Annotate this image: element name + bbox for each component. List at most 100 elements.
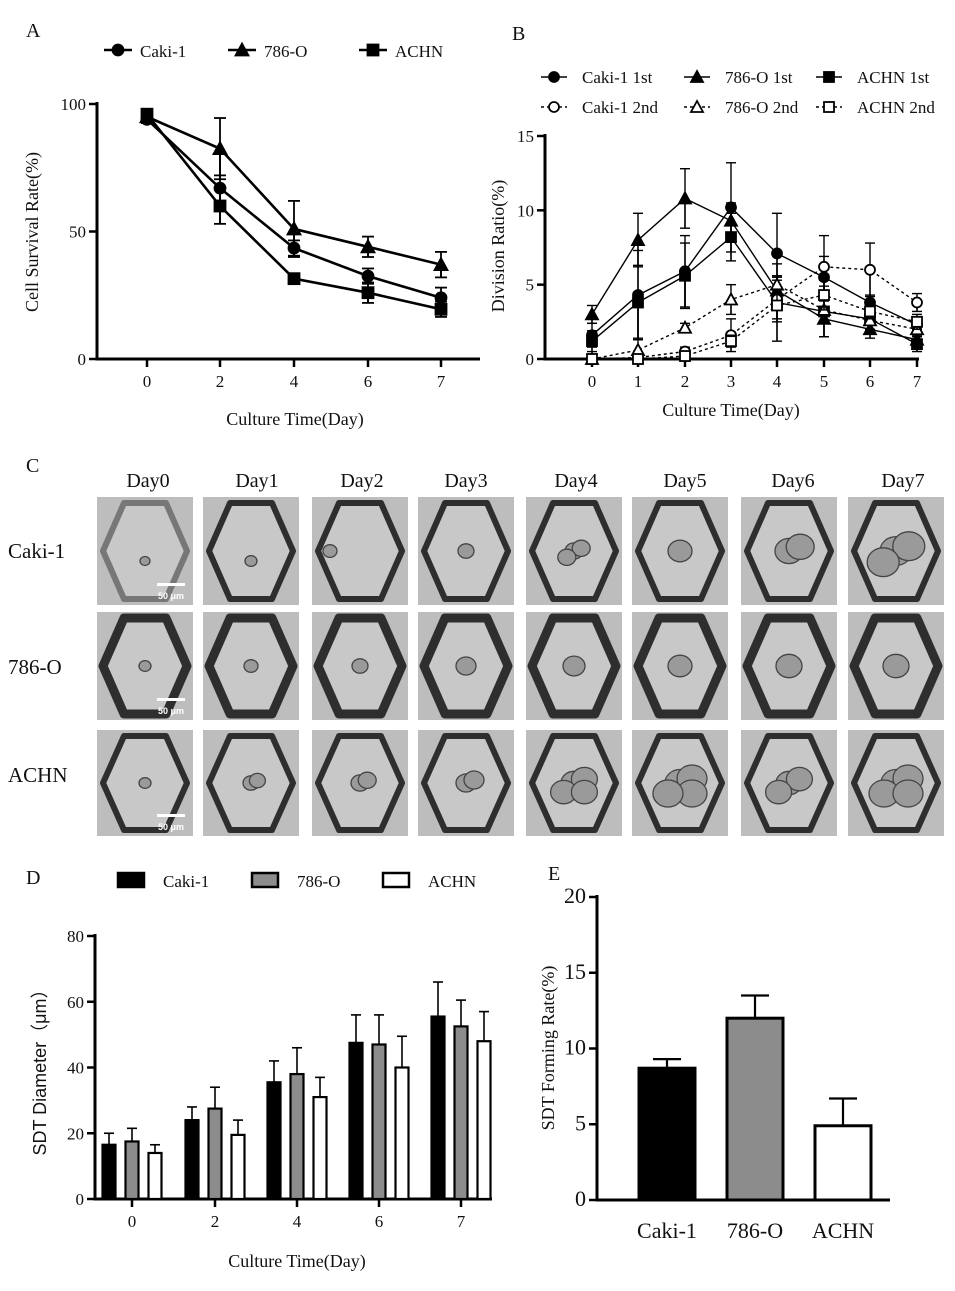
- data-point-square: [911, 338, 923, 351]
- x-tick-label: 786-O: [727, 1218, 783, 1243]
- data-point-square: [911, 315, 923, 328]
- micrograph-ACHN-Day3: [418, 730, 514, 836]
- micrograph-Caki-1-Day5: [632, 497, 728, 605]
- x-tick-label: 3: [727, 372, 736, 391]
- day-header: Day0: [126, 470, 169, 492]
- x-tick-label: 5: [820, 372, 829, 391]
- x-tick-label: 2: [681, 372, 690, 391]
- micrograph-786-O-Day2: [312, 612, 408, 720]
- y-axis-title: Cell Survival Rate(%): [22, 152, 43, 312]
- day-header: Day2: [340, 470, 383, 492]
- microwell-hexagon: [206, 500, 296, 602]
- chart-d-diameter: 0 20 40 60 80 0 2 4 6 7 Culture Time(Day) SDT Diame…: [30, 871, 492, 1272]
- legend-label: Caki-1: [163, 872, 209, 891]
- legend-marker-square: [823, 71, 835, 83]
- x-tick-label: 7: [457, 1212, 466, 1231]
- legend-label: 786-O 2nd: [725, 98, 799, 117]
- microwell-hexagon: [315, 500, 405, 602]
- bar-786-O: [725, 1016, 785, 1202]
- x-tick-label: 6: [375, 1212, 384, 1231]
- legend-label: ACHN 2nd: [857, 98, 935, 117]
- data-point-triangle: [285, 220, 303, 236]
- y-axis-title: SDT Diameter（μm）: [30, 980, 50, 1155]
- micrograph-786-O-Day1: [203, 612, 299, 720]
- micrograph-Caki-1-Day2: [312, 497, 408, 605]
- legend-label: ACHN 1st: [857, 68, 930, 87]
- micrograph-ACHN-Day4: [526, 730, 622, 836]
- scale-bar-label: 50 μm: [158, 591, 184, 601]
- micrograph-786-O-Day4: [526, 612, 622, 720]
- day-header: Day4: [554, 470, 597, 492]
- y-axis-title: SDT Forming Rate(%): [538, 966, 559, 1131]
- data-point-square: [586, 335, 598, 348]
- day-header: Day1: [235, 470, 278, 492]
- legend-label: Caki-1: [140, 42, 186, 61]
- data-point-square: [213, 199, 227, 213]
- y-tick-label: 40: [67, 1059, 84, 1078]
- chart-a-survival: 0 50 100 0 2 4 6 7 Culture Time(Day) Cell Surviva…: [22, 41, 480, 430]
- x-tick-label: 0: [588, 372, 597, 391]
- y-tick-label: 5: [575, 1110, 586, 1135]
- legend-label: 786-O 1st: [725, 68, 793, 87]
- y-tick-label: 0: [575, 1186, 586, 1211]
- data-point-square: [140, 107, 154, 121]
- bar-786-O: [371, 1043, 387, 1201]
- cell-line-label: ACHN: [8, 763, 68, 787]
- cell-spheroid: [248, 772, 267, 789]
- cell-spheroid: [571, 539, 591, 558]
- legend-swatch-Caki-1: [116, 871, 146, 889]
- data-point-square: [361, 286, 375, 300]
- micrograph-Caki-1-Day1: [203, 497, 299, 605]
- scale-bar: [157, 698, 185, 701]
- data-point-triangle: [584, 306, 600, 321]
- data-point-square: [586, 353, 598, 365]
- bar-786-O: [207, 1107, 223, 1201]
- data-point-square: [679, 350, 691, 362]
- y-tick-label: 80: [67, 927, 84, 946]
- x-tick-label: 0: [143, 372, 152, 391]
- y-tick-label: 100: [61, 95, 87, 114]
- y-tick-label: 10: [517, 201, 534, 220]
- y-tick-label: 10: [564, 1035, 586, 1060]
- bar-ACHN: [147, 1151, 163, 1201]
- cell-spheroid: [557, 548, 577, 567]
- panel-label-a: A: [26, 20, 41, 42]
- micrograph-ACHN-Day0: 50 μm: [97, 730, 193, 836]
- legend-marker-square: [366, 43, 380, 57]
- legend-marker-circle: [548, 71, 560, 83]
- data-point-circle: [864, 263, 876, 276]
- cell-spheroid: [455, 656, 477, 676]
- legend-label: ACHN: [428, 872, 476, 891]
- y-tick-label: 20: [564, 883, 586, 908]
- micrograph-ACHN-Day2: [312, 730, 408, 836]
- data-point-triangle: [723, 291, 739, 306]
- series-line-ACHN 2nd: [592, 294, 918, 360]
- cell-spheroid: [138, 776, 152, 790]
- bar-ACHN: [813, 1124, 873, 1202]
- y-tick-label: 5: [526, 276, 535, 295]
- cell-spheroid: [775, 653, 803, 679]
- micrograph-786-O-Day5: [632, 612, 728, 720]
- cell-spheroid: [570, 779, 599, 805]
- bar-786-O: [289, 1072, 305, 1201]
- data-point-square: [818, 289, 830, 301]
- legend-swatch-ACHN: [381, 871, 411, 889]
- x-tick-label: 6: [866, 372, 875, 391]
- data-point-square: [771, 299, 783, 312]
- data-point-circle: [911, 296, 923, 309]
- micrograph-ACHN-Day5: [632, 730, 728, 836]
- legend-label: 786-O: [264, 42, 307, 61]
- y-tick-label: 0: [76, 1190, 85, 1209]
- day-header: Day3: [444, 470, 487, 492]
- y-tick-label: 50: [69, 223, 86, 242]
- day-header: Day7: [881, 470, 924, 492]
- data-point-triangle: [630, 232, 646, 246]
- chart-e-forming-rate: 0 5 10 15 20 Caki-1 786-O ACHN SDT Forming Rate(…: [538, 883, 890, 1243]
- legend-marker-triangle: [689, 69, 705, 83]
- panel-label-c: C: [26, 455, 39, 477]
- y-tick-label: 0: [526, 350, 535, 369]
- x-axis-title: Culture Time(Day): [228, 1251, 366, 1272]
- bar-Caki-1: [266, 1081, 282, 1201]
- micrograph-Caki-1-Day4: [526, 497, 622, 605]
